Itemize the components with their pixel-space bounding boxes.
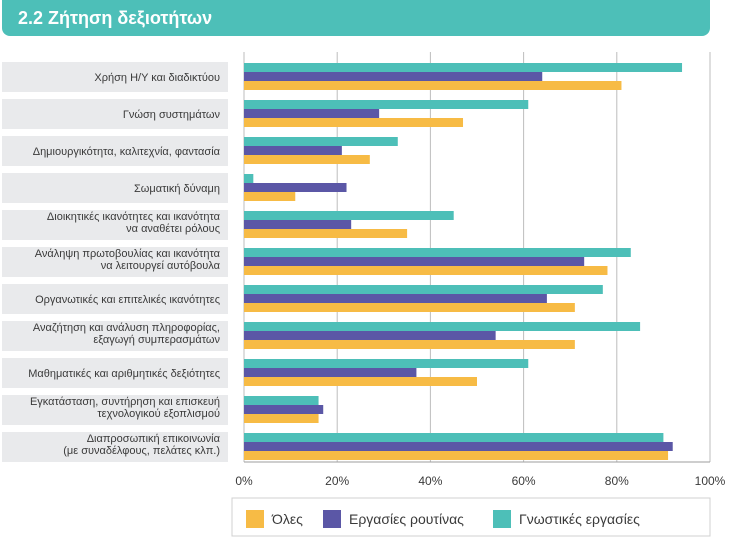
x-tick-label: 0%	[235, 474, 253, 488]
category-label: Οργανωτικές και επιτελικές ικανότητες	[35, 294, 220, 306]
category-label: Μαθηματικές και αριθμητικές δεξιότητες	[28, 368, 220, 380]
category-label-box	[2, 247, 228, 277]
bar	[244, 109, 380, 118]
section-header: 2.2 Ζήτηση δεξιοτήτων	[2, 0, 710, 36]
bar	[244, 257, 585, 266]
bar	[244, 405, 324, 414]
category-label: Σωματική δύναμη	[134, 183, 220, 195]
bar	[244, 294, 547, 303]
bar	[244, 155, 370, 164]
bar	[244, 183, 347, 192]
bar	[244, 211, 454, 220]
category-label: (με συναδέλφους, πελάτες κλπ.)	[63, 445, 220, 457]
legend-label: Γνωστικές εργασίες	[519, 511, 640, 527]
bar	[244, 174, 254, 183]
category-label-box	[2, 358, 228, 388]
x-tick-label: 80%	[605, 474, 629, 488]
category-label-box	[2, 284, 228, 314]
category-label-box	[2, 210, 228, 240]
category-label: να αναθέτει ρόλους	[126, 223, 220, 235]
bar	[244, 451, 669, 460]
legend-frame	[231, 497, 711, 537]
bar	[244, 100, 529, 109]
bar	[244, 340, 575, 349]
category-label: τεχνολογικού εξοπλισμού	[97, 408, 220, 420]
category-label: Διαπροσωπική επικοινωνία	[87, 433, 221, 445]
category-label-box	[2, 136, 228, 166]
bar	[244, 442, 673, 451]
bar	[244, 229, 408, 238]
category-label: Διοικητικές ικανότητες και ικανότητα	[47, 211, 221, 223]
legend-swatch	[246, 510, 264, 528]
bar	[244, 331, 496, 340]
bar	[244, 72, 543, 81]
category-label-box	[2, 395, 228, 425]
category-label: Γνώση συστημάτων	[123, 109, 221, 121]
bar	[244, 137, 398, 146]
legend-label: Εργασίες ρουτίνας	[349, 511, 464, 527]
category-label-box	[2, 99, 228, 129]
category-label: να λειτουργεί αυτόβουλα	[101, 260, 221, 272]
category-label-box	[2, 173, 228, 203]
x-tick-label: 20%	[325, 474, 349, 488]
bar	[244, 433, 664, 442]
category-label-box	[2, 321, 228, 351]
bar	[244, 192, 296, 201]
category-label-box	[2, 62, 228, 92]
bar	[244, 359, 529, 368]
legend-label: Όλες	[271, 511, 303, 527]
category-label: Δημιουργικότητα, καλιτεχνία, φαντασία	[33, 146, 221, 158]
bar	[244, 414, 319, 423]
category-label: Ανάληψη πρωτοβουλίας και ικανότητα	[35, 248, 221, 260]
bar	[244, 285, 603, 294]
bar	[244, 63, 683, 72]
bar	[244, 322, 641, 331]
bar	[244, 396, 319, 405]
x-tick-label: 60%	[512, 474, 536, 488]
section-title: 2.2 Ζήτηση δεξιοτήτων	[18, 8, 213, 28]
bar	[244, 377, 477, 386]
category-label: Χρήση Η/Υ και διαδικτύου	[94, 72, 220, 84]
category-label: εξαγωγή συμπερασμάτων	[93, 334, 220, 346]
bar	[244, 81, 622, 90]
bar	[244, 266, 608, 275]
category-label: Αναζήτηση και ανάλυση πληροφορίας,	[33, 322, 220, 334]
bar	[244, 368, 417, 377]
x-tick-label: 40%	[418, 474, 442, 488]
x-tick-label: 100%	[695, 474, 726, 488]
bar	[244, 248, 631, 257]
legend-swatch	[493, 510, 511, 528]
bar	[244, 146, 342, 155]
category-label-box	[2, 432, 228, 462]
bar	[244, 220, 352, 229]
category-label: Εγκατάσταση, συντήρηση και επισκευή	[30, 396, 220, 408]
bar	[244, 118, 464, 127]
bar	[244, 303, 575, 312]
legend-swatch	[323, 510, 341, 528]
